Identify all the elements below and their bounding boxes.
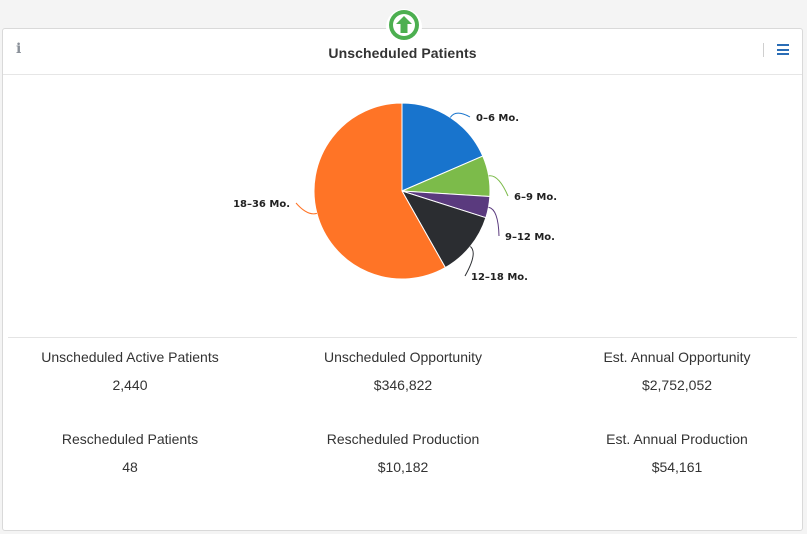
stat-rescheduled-production: Rescheduled Production $10,182 [273,431,533,475]
hamburger-menu-icon[interactable] [777,44,789,55]
stat-label: Est. Annual Production [606,431,748,447]
pie-connector [449,112,471,118]
pie-chart-area: 0–6 Mo. 6–9 Mo. 9–12 Mo. 12–18 Mo. 18–36 Mo. [233,102,557,283]
pie-connector [488,206,500,237]
stat-unscheduled-opportunity: Unscheduled Opportunity $346,822 [273,349,533,393]
widget-header: i Unscheduled Patients [3,29,802,75]
pie-slice[interactable] [400,190,487,269]
pie-label: 9–12 Mo. [505,232,555,243]
stat-value: $2,752,052 [641,377,713,393]
pie-connector [464,246,474,277]
stat-value: 48 [122,459,138,475]
pie-connector [488,175,509,197]
widget-title: Unscheduled Patients [328,45,477,61]
pie-label: 12–18 Mo. [471,272,528,283]
stat-est-annual-opportunity: Est. Annual Opportunity $2,752,052 [547,349,807,393]
pie-label: 18–36 Mo. [233,199,290,210]
stat-label: Unscheduled Active Patients [41,349,219,365]
stat-est-annual-production: Est. Annual Production $54,161 [547,431,807,475]
pie-label: 6–9 Mo. [514,192,557,203]
stat-rescheduled-patients: Rescheduled Patients 48 [0,431,260,475]
stat-label: Rescheduled Production [326,431,480,447]
upload-arrow-icon[interactable] [386,9,422,45]
menu-separator [763,43,764,57]
stat-label: Unscheduled Opportunity [324,349,482,365]
stat-label: Est. Annual Opportunity [603,349,751,365]
pie-slice[interactable] [401,102,484,192]
section-divider [8,337,797,338]
stat-label: Rescheduled Patients [61,431,199,447]
stat-value: 2,440 [112,377,148,393]
info-icon[interactable]: i [16,41,22,57]
pie-label: 0–6 Mo. [476,113,519,124]
stat-value: $10,182 [377,459,429,475]
pie-connector [295,202,318,215]
stat-unscheduled-active-patients: Unscheduled Active Patients 2,440 [0,349,260,393]
stat-value: $346,822 [373,377,433,393]
pie-chart: 0–6 Mo. 6–9 Mo. 9–12 Mo. 12–18 Mo. 18–36 Mo. [233,102,557,283]
stat-value: $54,161 [651,459,703,475]
